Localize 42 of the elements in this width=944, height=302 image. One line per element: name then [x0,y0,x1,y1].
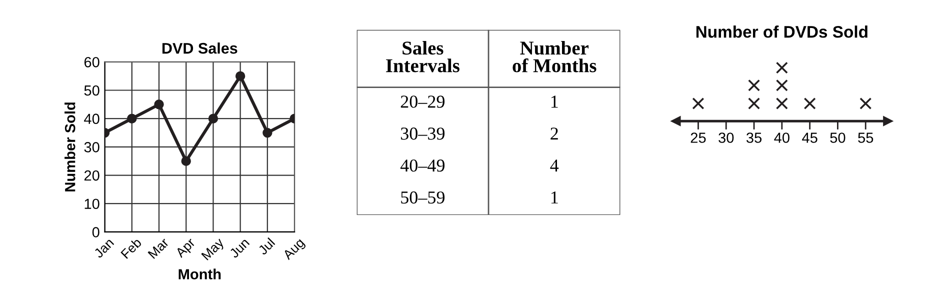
x-tick-label: Jul [257,237,276,256]
y-tick-label: 40 [84,114,100,124]
data-label: 4 [550,160,559,172]
x-tick-label: Feb [120,237,142,259]
point [208,114,218,124]
x-tick-label: Jun [228,238,250,259]
chart-title: Number of DVDs Sold [696,26,868,38]
point [262,128,272,138]
category-label: 20–29 [400,96,445,108]
x-tick-label: 45 [802,132,818,143]
point [235,71,246,81]
x-tick-label: Mar [148,237,170,259]
y-tick-label: 60 [84,57,100,68]
x-tick-label: 55 [858,132,874,143]
x-tick-label: Jan [93,238,114,259]
y-tick-label: 20 [84,170,100,181]
category-label: 30–39 [400,128,445,140]
y-tick-label: 0 [92,227,100,238]
x-tick-label: 50 [830,132,846,143]
y-tick-label: 50 [84,85,100,96]
x-tick-label: 25 [690,132,706,143]
category-label: 40–49 [400,159,445,172]
x-tick-label: May [201,237,226,262]
x-tick-label: 30 [718,132,734,143]
data-label: 1 [551,191,558,204]
point [127,114,137,124]
y-tick-label: 10 [84,198,100,210]
x-tick-label: 35 [746,132,762,143]
data-label: 2 [550,128,558,140]
point [181,156,191,166]
data-label: 1 [551,96,558,108]
y-tick-label: 30 [84,142,100,152]
point [154,100,164,110]
x-axis-title: Month [178,268,221,280]
category-label: 50–59 [401,191,445,204]
text: Number of Months [512,40,596,72]
text: Sales Intervals [386,40,460,72]
chart-title: DVD Sales [162,42,238,54]
x-tick-label: 40 [774,132,790,143]
y-axis-title: Number Sold [64,102,76,192]
x-tick-label: Aug [282,238,307,262]
x-tick-label: Apr [174,237,198,260]
